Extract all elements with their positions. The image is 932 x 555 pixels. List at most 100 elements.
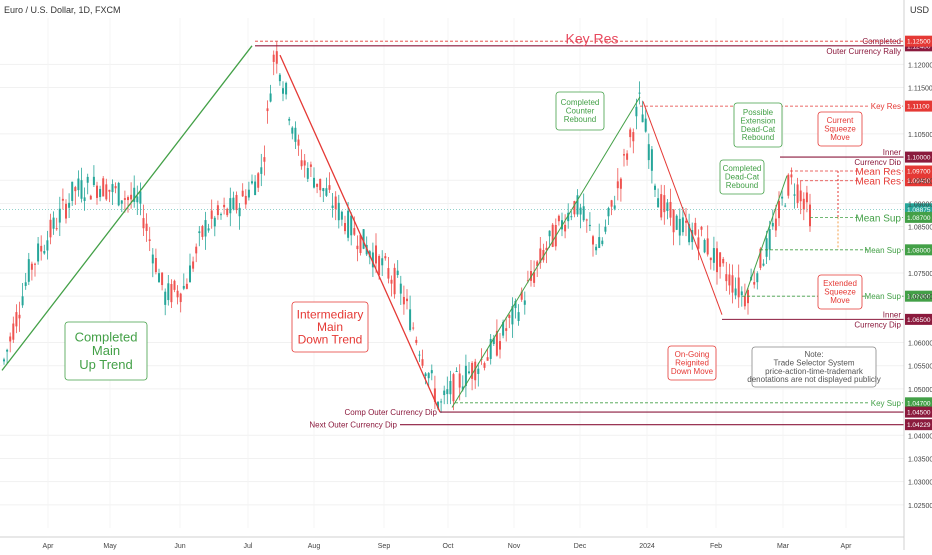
price-tick-label: 1.09000 [908, 201, 932, 208]
candle-body [359, 234, 362, 253]
candle-body [154, 258, 157, 273]
candle-body [629, 129, 632, 138]
candle-body [123, 198, 126, 200]
candle-body [213, 217, 216, 227]
candle-body [781, 196, 784, 199]
candle-body [92, 176, 95, 186]
key-res-banner: Key Res [566, 31, 619, 47]
candle-body [650, 149, 653, 171]
candle-body [452, 374, 455, 402]
intermediary-main-down-trend-text: Down Trend [298, 333, 363, 347]
candle-body [170, 284, 173, 303]
candle-body [514, 301, 517, 309]
candle-body [337, 202, 340, 221]
candle-body [334, 196, 337, 210]
candle-body [409, 309, 412, 331]
candle-body [427, 373, 430, 379]
candle-body [40, 245, 43, 252]
price-level-label-bg [858, 174, 902, 187]
candle-body [105, 184, 108, 200]
candle-body [316, 183, 319, 187]
candle-body [557, 215, 560, 222]
candle-body [49, 219, 52, 238]
candle-body [300, 160, 303, 167]
price-tick-label: 1.05000 [908, 387, 932, 394]
candle-body [443, 390, 446, 396]
price-level-badge [905, 290, 932, 302]
current-price-badge [905, 203, 932, 215]
price-tick-label: 1.10500 [908, 132, 932, 139]
candle-body [759, 248, 762, 268]
candle-body [722, 258, 725, 264]
candle-body [477, 368, 480, 374]
candle-body [533, 272, 536, 283]
current-squeeze-move-text: Current [827, 116, 854, 125]
candle-body [675, 215, 678, 230]
price-level-badge [905, 165, 932, 177]
current-squeeze-move-text: Squeeze [824, 125, 856, 134]
candle-body [387, 268, 390, 279]
on-going-reignited-down-move-callout [667, 345, 717, 381]
candle-body [204, 220, 207, 237]
candle-body [179, 293, 182, 303]
candle-body [396, 270, 399, 275]
candle-body [737, 277, 740, 298]
candle-body [275, 51, 278, 64]
candle-body [728, 274, 731, 286]
candle-body [27, 259, 30, 282]
time-tick-label: Oct [443, 543, 454, 550]
price-tick-label: 1.04000 [908, 433, 932, 440]
candle-body [325, 188, 328, 196]
price-tick-label: 1.09500 [908, 178, 932, 185]
candle-body [623, 154, 625, 156]
candle-body [548, 230, 551, 237]
candle-body [43, 250, 46, 254]
candle-body [802, 198, 805, 210]
price-level-label: Key Res [871, 102, 901, 111]
note-text: Note: [804, 350, 823, 359]
candle-body [136, 196, 139, 203]
candle-body [700, 226, 703, 230]
price-level-badge-text: 1.12400 [907, 43, 931, 50]
candle-body [790, 174, 793, 178]
candle-body [681, 217, 684, 233]
candle-body [731, 275, 734, 293]
current-squeeze-move-text: Move [830, 133, 850, 142]
note-callout [751, 346, 877, 388]
price-level-label: Mean Res [855, 177, 901, 188]
candle-body [182, 285, 185, 289]
extended-squeeze-move-text: Squeeze [824, 288, 856, 297]
candle-body [111, 184, 114, 193]
candle-body [297, 139, 300, 146]
candle-body [161, 272, 164, 286]
candle-body [505, 328, 508, 331]
time-tick-label: Sep [378, 543, 391, 550]
candle-body [61, 198, 64, 201]
candle-body [784, 205, 787, 207]
possible-extension-rebound-callout [733, 102, 783, 148]
candle-body [551, 224, 554, 247]
completed-counter-rebound-callout [555, 91, 605, 131]
candle-body [464, 365, 467, 387]
candle-body [663, 195, 666, 213]
candle-body [133, 187, 136, 202]
candle-body [604, 226, 607, 232]
candle-body [734, 288, 737, 296]
completed-dead-cat-rebound-text: Dead-Cat [725, 173, 760, 182]
candle-body [601, 240, 604, 245]
candle-body [30, 263, 33, 270]
candle-body [799, 190, 802, 202]
price-level-label: Inner [883, 148, 902, 157]
candle-body [375, 245, 377, 264]
candle-body [523, 300, 526, 305]
grid [0, 18, 904, 528]
candle-body [198, 231, 201, 234]
candle-body [508, 315, 511, 318]
trend-line [451, 96, 641, 408]
trend-line [279, 54, 441, 413]
candle-body [127, 197, 129, 201]
candle-body [232, 197, 235, 210]
candle-body [576, 195, 579, 215]
